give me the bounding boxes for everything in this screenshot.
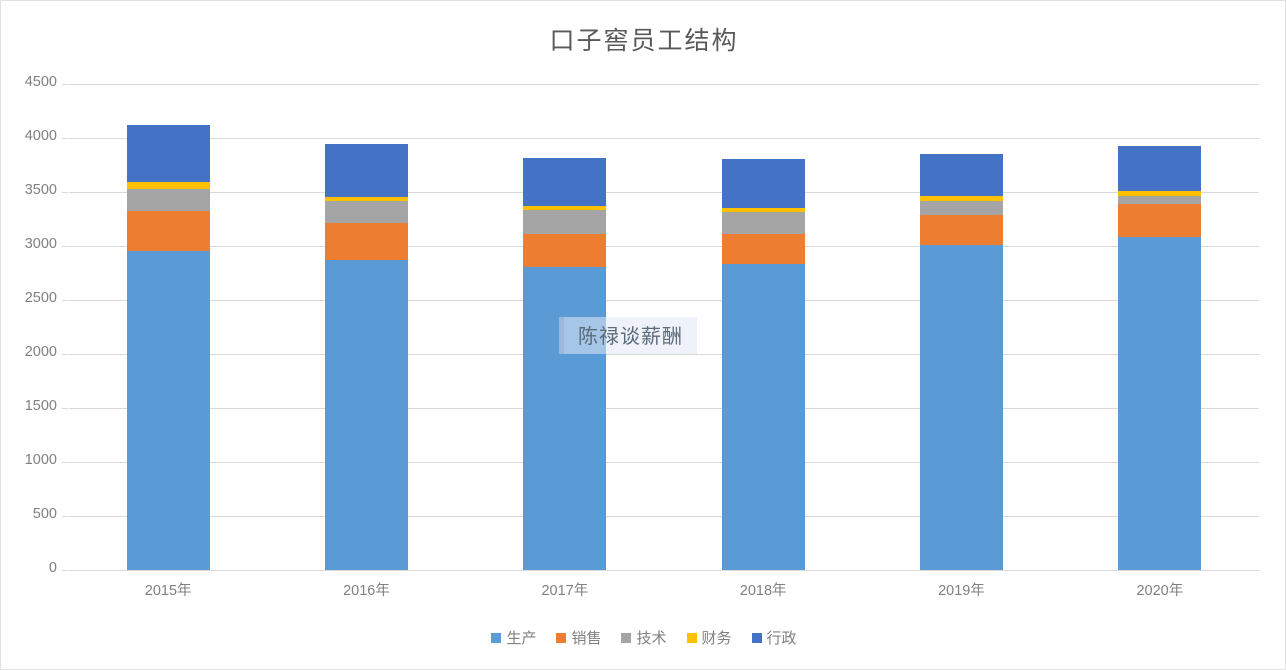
bar-segment-销售[interactable] — [721, 233, 805, 264]
legend-label: 技术 — [636, 630, 667, 647]
bar-segment-生产[interactable] — [920, 245, 1003, 570]
bar-segment-技术[interactable] — [920, 200, 1003, 216]
y-axis-tick-mark — [62, 84, 68, 85]
gridline — [69, 84, 1259, 85]
y-axis-tick-mark — [62, 354, 68, 355]
y-axis-tick-mark — [62, 192, 68, 193]
bar-segment-销售[interactable] — [126, 210, 210, 252]
bar-segment-行政[interactable] — [920, 154, 1003, 196]
bar-segment-财务[interactable] — [126, 182, 210, 189]
legend-item-生产[interactable]: 生产 — [491, 627, 536, 648]
y-axis-tick-label: 4000 — [24, 128, 57, 144]
bar-segment-技术[interactable] — [126, 188, 210, 211]
bar-group[interactable] — [523, 84, 607, 570]
gridline — [69, 462, 1259, 463]
bar-segment-财务[interactable] — [1118, 190, 1202, 196]
y-axis-tick-label: 2000 — [24, 344, 57, 360]
bar-segment-技术[interactable] — [325, 200, 408, 224]
gridline — [69, 354, 1259, 355]
bar-segment-生产[interactable] — [325, 260, 408, 570]
x-axis-tick-label: 2017年 — [541, 583, 589, 599]
bar-segment-行政[interactable] — [1118, 146, 1202, 191]
bar-segment-行政[interactable] — [721, 159, 805, 208]
legend-swatch-icon — [491, 632, 502, 643]
bar-group[interactable] — [920, 84, 1003, 570]
y-axis-tick-mark — [62, 408, 68, 409]
y-axis-tick-label: 500 — [32, 506, 57, 522]
y-axis-tick-mark — [62, 516, 68, 517]
legend-item-财务[interactable]: 财务 — [686, 627, 732, 648]
y-axis-tick-label: 2500 — [24, 290, 57, 306]
chart-legend: 生产 销售 技术 财务 行政 — [1, 627, 1286, 648]
bar-group[interactable] — [325, 84, 408, 570]
legend-label: 行政 — [766, 630, 797, 647]
bar-segment-销售[interactable] — [325, 223, 408, 261]
x-axis-tick-label: 2016年 — [343, 583, 390, 599]
bar-segment-技术[interactable] — [721, 212, 805, 234]
legend-swatch-icon — [556, 632, 567, 643]
x-axis-tick-label: 2019年 — [938, 583, 985, 599]
bar-segment-销售[interactable] — [1118, 203, 1202, 238]
y-axis-tick-label: 4500 — [24, 74, 57, 90]
gridline — [69, 192, 1259, 193]
bar-segment-财务[interactable] — [920, 195, 1003, 201]
bar-segment-技术[interactable] — [1118, 195, 1202, 204]
y-axis-tick-mark — [62, 246, 68, 247]
y-axis-tick-label: 1000 — [24, 452, 57, 468]
bar-segment-行政[interactable] — [523, 157, 607, 206]
bar-group[interactable] — [126, 84, 210, 570]
bar-segment-销售[interactable] — [523, 233, 607, 268]
legend-item-销售[interactable]: 销售 — [556, 627, 601, 648]
legend-label: 生产 — [506, 630, 537, 647]
bar-segment-生产[interactable] — [1118, 237, 1202, 570]
bar-segment-财务[interactable] — [721, 207, 805, 212]
bar-segment-财务[interactable] — [325, 196, 408, 201]
bar-segment-生产[interactable] — [523, 267, 607, 570]
bar-segment-销售[interactable] — [920, 215, 1003, 246]
legend-item-技术[interactable]: 技术 — [621, 627, 667, 648]
gridline — [69, 570, 1259, 571]
y-axis-tick-label: 1500 — [24, 398, 57, 414]
y-axis-tick-mark — [62, 570, 68, 571]
y-axis-tick-label: 0 — [48, 560, 57, 576]
gridline — [69, 300, 1259, 301]
bar-segment-行政[interactable] — [325, 143, 408, 197]
bar-segment-生产[interactable] — [721, 263, 805, 570]
bar-segment-生产[interactable] — [126, 251, 210, 570]
legend-label: 销售 — [571, 630, 602, 647]
y-axis-tick-mark — [62, 462, 68, 463]
gridline — [69, 408, 1259, 409]
bar-segment-行政[interactable] — [126, 125, 210, 183]
x-axis-tick-label: 2018年 — [739, 583, 787, 599]
legend-swatch-icon — [621, 632, 632, 643]
x-axis-tick-label: 2020年 — [1136, 583, 1184, 599]
legend-label: 财务 — [701, 630, 732, 647]
legend-swatch-icon — [751, 632, 762, 643]
gridline — [69, 516, 1259, 517]
plot-area — [69, 84, 1259, 571]
gridline — [69, 246, 1259, 247]
bar-segment-技术[interactable] — [523, 210, 607, 234]
y-axis-tick-label: 3500 — [24, 182, 57, 198]
gridline — [69, 138, 1259, 139]
legend-swatch-icon — [686, 632, 697, 643]
y-axis-tick-mark — [62, 300, 68, 301]
y-axis-tick-label: 3000 — [24, 236, 57, 252]
legend-item-行政[interactable]: 行政 — [751, 627, 797, 648]
chart-title: 口子窖员工结构 — [549, 27, 739, 55]
bar-segment-财务[interactable] — [523, 205, 607, 211]
x-axis-tick-label: 2015年 — [144, 583, 192, 599]
y-axis-tick-mark — [62, 138, 68, 139]
bar-group[interactable] — [1118, 84, 1202, 570]
bar-group[interactable] — [721, 84, 805, 570]
